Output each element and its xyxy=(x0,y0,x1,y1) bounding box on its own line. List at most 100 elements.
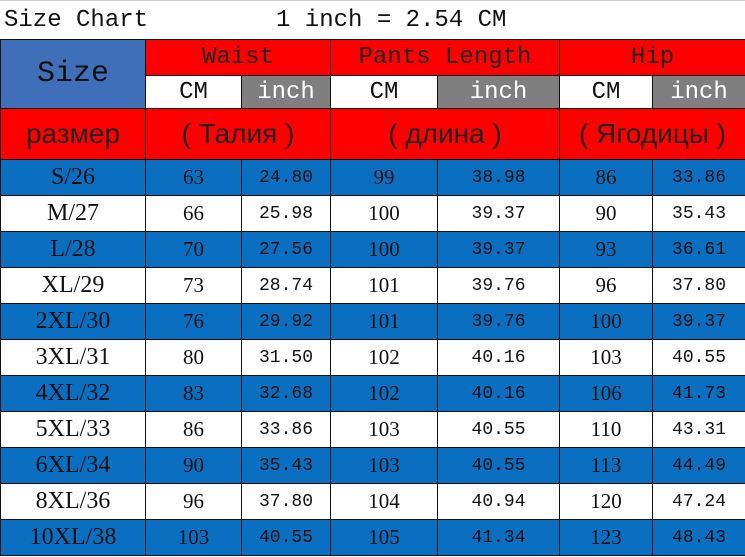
hip-inch-cell: 33.86 xyxy=(652,159,745,196)
table-row: S/26 63 24.80 99 38.98 86 33.86 xyxy=(0,159,745,196)
size-cell: M/27 xyxy=(0,195,146,232)
hip-inch-cell: 47.24 xyxy=(652,483,745,520)
length-cm-cell: 100 xyxy=(330,195,439,232)
waist-cm-cell: 96 xyxy=(145,483,242,520)
waist-cm-cell: 83 xyxy=(145,375,242,412)
length-cm-cell: 103 xyxy=(330,447,439,484)
size-cell: 6XL/34 xyxy=(0,447,146,484)
length-cm-cell: 99 xyxy=(330,159,439,196)
size-cell: 3XL/31 xyxy=(0,339,146,376)
size-header: Size xyxy=(0,39,146,109)
table-row: 3XL/31 80 31.50 102 40.16 103 40.55 xyxy=(0,339,745,376)
hip-cm-cell: 100 xyxy=(559,303,654,340)
length-inch-cell: 40.16 xyxy=(437,339,561,376)
hip-inch-cell: 40.55 xyxy=(652,339,745,376)
waist-inch-cell: 40.55 xyxy=(240,519,332,556)
size-table: Size Waist Pants Length Hip CM inch CM i… xyxy=(0,39,745,556)
hip-cm-cell: 113 xyxy=(559,447,654,484)
russian-size-header: размер xyxy=(0,108,146,160)
size-cell: 5XL/33 xyxy=(0,411,146,448)
pants-length-header: Pants Length xyxy=(330,39,561,76)
table-row: L/28 70 27.56 100 39.37 93 36.61 xyxy=(0,231,745,268)
table-row: 2XL/30 76 29.92 101 39.76 100 39.37 xyxy=(0,303,745,340)
waist-inch-cell: 37.80 xyxy=(240,483,332,520)
hip-cm-cell: 90 xyxy=(559,195,654,232)
waist-inch-cell: 25.98 xyxy=(240,195,332,232)
length-cm-cell: 102 xyxy=(330,339,439,376)
hip-cm-cell: 110 xyxy=(559,411,654,448)
unit-header: CM xyxy=(330,75,439,109)
waist-cm-cell: 80 xyxy=(145,339,242,376)
waist-cm-cell: 73 xyxy=(145,267,242,304)
size-cell: XL/29 xyxy=(0,267,146,304)
russian-length-header: ( длина ) xyxy=(330,108,561,160)
hip-cm-cell: 86 xyxy=(559,159,654,196)
table-row: 6XL/34 90 35.43 103 40.55 113 44.49 xyxy=(0,447,745,484)
length-cm-cell: 101 xyxy=(330,303,439,340)
waist-inch-cell: 31.50 xyxy=(240,339,332,376)
waist-inch-cell: 28.74 xyxy=(240,267,332,304)
hip-cm-cell: 120 xyxy=(559,483,654,520)
waist-header: Waist xyxy=(144,39,332,76)
waist-inch-cell: 33.86 xyxy=(240,411,332,448)
table-row: 4XL/32 83 32.68 102 40.16 106 41.73 xyxy=(0,375,745,412)
length-inch-cell: 39.37 xyxy=(437,231,561,268)
hip-inch-cell: 37.80 xyxy=(652,267,745,304)
length-inch-cell: 39.76 xyxy=(437,303,561,340)
length-inch-cell: 39.76 xyxy=(437,267,561,304)
hip-header: Hip xyxy=(559,39,745,76)
hip-cm-cell: 103 xyxy=(559,339,654,376)
unit-header: inch xyxy=(652,75,745,109)
length-inch-cell: 38.98 xyxy=(437,159,561,196)
waist-cm-cell: 90 xyxy=(145,447,242,484)
table-row: M/27 66 25.98 100 39.37 90 35.43 xyxy=(0,195,745,232)
hip-inch-cell: 36.61 xyxy=(652,231,745,268)
length-inch-cell: 41.34 xyxy=(437,519,561,556)
russian-hip-header: ( Ягодицы ) xyxy=(559,108,745,160)
waist-cm-cell: 76 xyxy=(145,303,242,340)
waist-cm-cell: 103 xyxy=(145,519,242,556)
length-inch-cell: 39.37 xyxy=(437,195,561,232)
length-inch-cell: 40.16 xyxy=(437,375,561,412)
waist-inch-cell: 32.68 xyxy=(240,375,332,412)
hip-cm-cell: 106 xyxy=(559,375,654,412)
chart-title: Size Chart xyxy=(4,7,149,34)
length-cm-cell: 101 xyxy=(330,267,439,304)
waist-inch-cell: 29.92 xyxy=(240,303,332,340)
hip-inch-cell: 41.73 xyxy=(652,375,745,412)
table-row: 8XL/36 96 37.80 104 40.94 120 47.24 xyxy=(0,483,745,520)
waist-cm-cell: 66 xyxy=(145,195,242,232)
russian-waist-header: ( Талия ) xyxy=(144,108,332,160)
hip-cm-cell: 123 xyxy=(559,519,654,556)
size-cell: S/26 xyxy=(0,159,146,196)
table-row: 5XL/33 86 33.86 103 40.55 110 43.31 xyxy=(0,411,745,448)
unit-header: CM xyxy=(145,75,242,109)
waist-cm-cell: 70 xyxy=(145,231,242,268)
size-cell: L/28 xyxy=(0,231,146,268)
conversion-note: 1 inch = 2.54 CM xyxy=(276,7,507,34)
hip-inch-cell: 43.31 xyxy=(652,411,745,448)
length-cm-cell: 104 xyxy=(330,483,439,520)
hip-inch-cell: 48.43 xyxy=(652,519,745,556)
waist-inch-cell: 27.56 xyxy=(240,231,332,268)
length-inch-cell: 40.55 xyxy=(437,411,561,448)
length-cm-cell: 103 xyxy=(330,411,439,448)
hip-cm-cell: 93 xyxy=(559,231,654,268)
title-bar: Size Chart 1 inch = 2.54 CM xyxy=(0,0,745,39)
size-cell: 4XL/32 xyxy=(0,375,146,412)
waist-inch-cell: 24.80 xyxy=(240,159,332,196)
hip-inch-cell: 44.49 xyxy=(652,447,745,484)
waist-cm-cell: 63 xyxy=(145,159,242,196)
waist-inch-cell: 35.43 xyxy=(240,447,332,484)
hip-inch-cell: 35.43 xyxy=(652,195,745,232)
size-cell: 8XL/36 xyxy=(0,483,146,520)
waist-cm-cell: 86 xyxy=(145,411,242,448)
unit-header: CM xyxy=(559,75,654,109)
length-inch-cell: 40.55 xyxy=(437,447,561,484)
size-cell: 10XL/38 xyxy=(0,519,146,556)
hip-inch-cell: 39.37 xyxy=(652,303,745,340)
length-cm-cell: 100 xyxy=(330,231,439,268)
unit-header: inch xyxy=(437,75,561,109)
table-row: XL/29 73 28.74 101 39.76 96 37.80 xyxy=(0,267,745,304)
length-cm-cell: 102 xyxy=(330,375,439,412)
